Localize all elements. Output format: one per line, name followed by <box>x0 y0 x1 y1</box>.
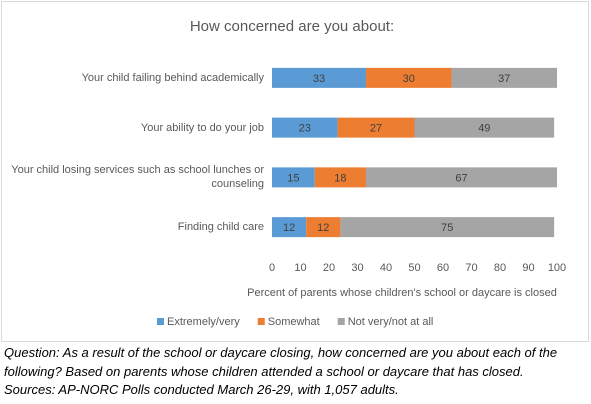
data-label: 49 <box>478 123 490 135</box>
category-label-box: Finding child care <box>177 221 264 234</box>
x-tick-label: 90 <box>522 262 534 274</box>
data-label: 30 <box>403 73 415 85</box>
caption-line: Sources: AP-NORC Polls conducted March 2… <box>4 382 399 397</box>
data-label: 12 <box>317 222 329 234</box>
y-tick-label: Your ability to do your job <box>140 121 264 134</box>
caption-line: Question: As a result of the school or d… <box>4 345 558 379</box>
bar-segment <box>314 167 367 188</box>
x-axis-label: Percent of parents whose children's scho… <box>247 287 557 299</box>
bar-segment <box>366 167 557 188</box>
x-tick-label: 40 <box>380 262 392 274</box>
data-label: 33 <box>313 73 325 85</box>
x-tick-label: 10 <box>294 262 306 274</box>
bar-segment <box>272 217 307 238</box>
y-tick-label: Your child losing services such as schoo… <box>11 164 264 191</box>
data-label: 75 <box>441 222 453 234</box>
caption: Question: As a result of the school or d… <box>4 344 588 400</box>
legend-label: Not very/not at all <box>348 316 434 328</box>
legend-label: Extremely/very <box>167 316 240 328</box>
legend-swatch <box>157 318 164 325</box>
x-tick-label: 50 <box>408 262 420 274</box>
bar-segment <box>337 117 415 138</box>
x-tick-label: 70 <box>465 262 477 274</box>
category-label-box: Your ability to do your job <box>140 121 264 134</box>
bar-segment <box>340 217 555 238</box>
chart: How concerned are you about: Percent of … <box>1 1 589 342</box>
bar-segment <box>272 117 338 138</box>
chart-title: How concerned are you about: <box>190 18 394 35</box>
data-label: 23 <box>299 123 311 135</box>
bar-segment <box>414 117 555 138</box>
bar-segment <box>272 167 315 188</box>
x-tick-label: 60 <box>437 262 449 274</box>
data-label: 15 <box>287 172 299 184</box>
legend-label: Somewhat <box>268 316 320 328</box>
data-label: 27 <box>370 123 382 135</box>
data-label: 67 <box>455 172 467 184</box>
bar-segment <box>306 217 341 238</box>
x-tick-label: 80 <box>494 262 506 274</box>
data-label: 37 <box>498 73 510 85</box>
category-label-box: Your child losing services such as schoo… <box>11 164 264 191</box>
bar-segment <box>272 67 367 88</box>
x-tick-label: 30 <box>351 262 363 274</box>
x-tick-label: 20 <box>323 262 335 274</box>
bar-segment <box>366 67 452 88</box>
x-tick-label: 100 <box>548 262 566 274</box>
bar-segment <box>451 67 557 88</box>
y-tick-label: Finding child care <box>177 221 264 234</box>
x-tick-label: 0 <box>269 262 275 274</box>
legend-swatch <box>257 318 265 325</box>
category-label-box: Your child failing behind academically <box>81 71 264 84</box>
data-label: 18 <box>334 172 346 184</box>
y-tick-label: Your child failing behind academically <box>81 71 264 84</box>
data-label: 12 <box>283 222 295 234</box>
legend-swatch <box>337 318 345 325</box>
